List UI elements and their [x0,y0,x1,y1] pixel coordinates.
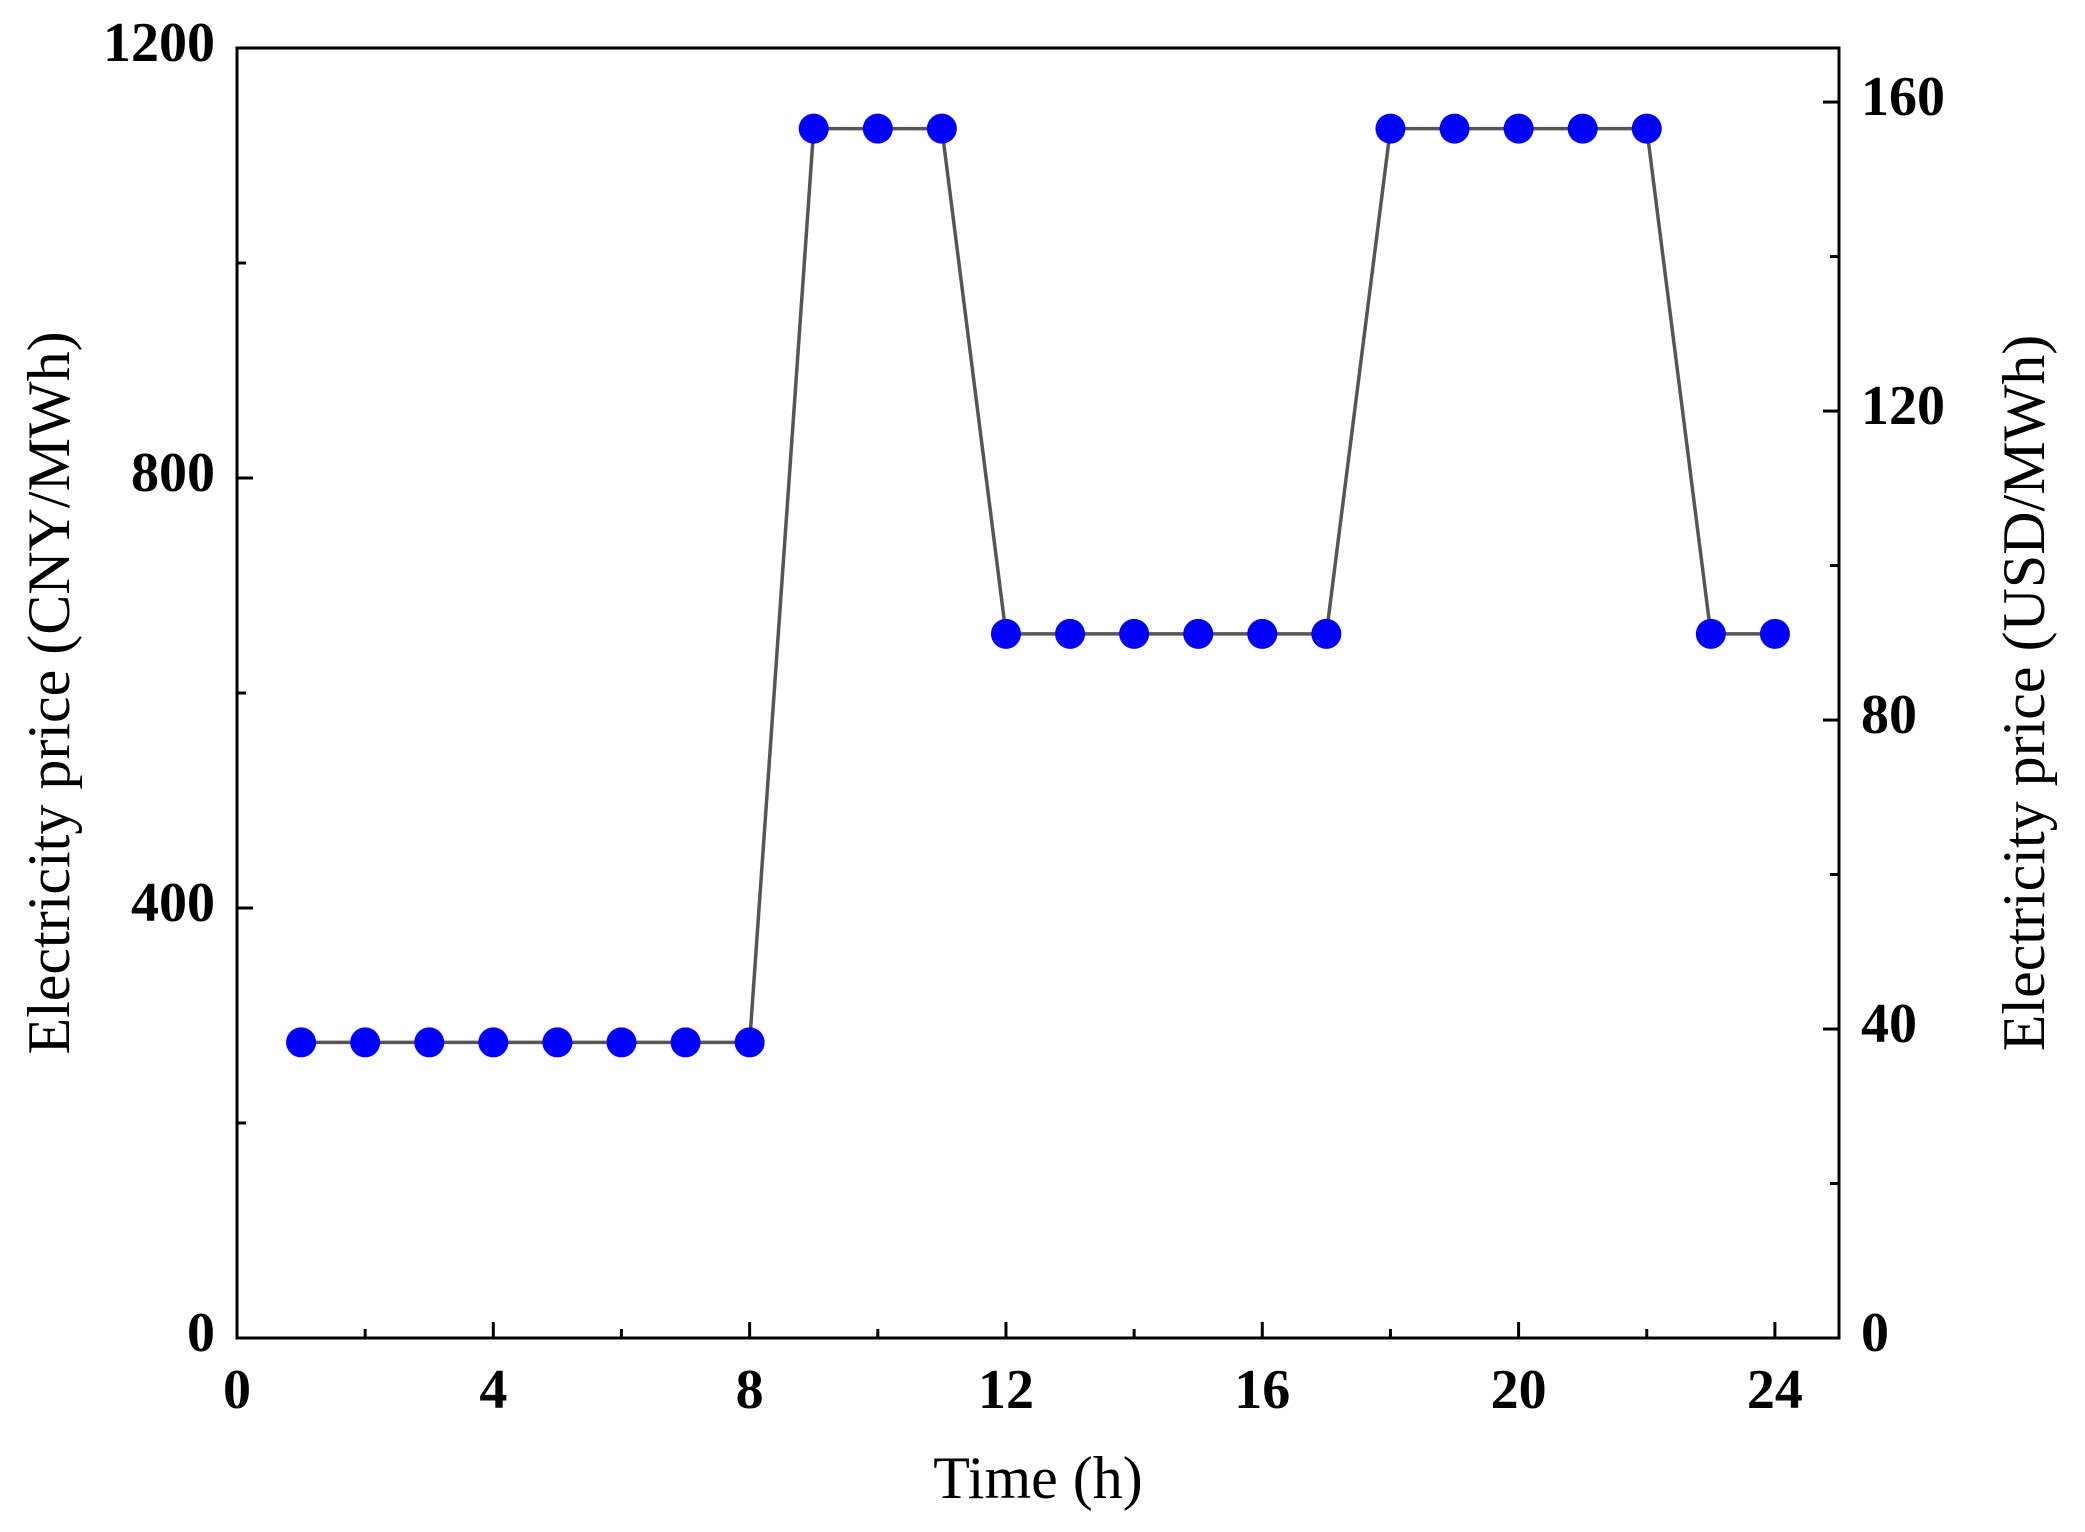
x-tick-label: 12 [978,1359,1034,1421]
data-point [542,1027,573,1058]
data-point [350,1027,381,1058]
data-point [734,1027,765,1058]
data-point [1375,113,1406,144]
x-axis-title: Time (h) [933,1445,1142,1511]
x-tick-label: 0 [223,1359,251,1421]
data-point [1695,618,1726,649]
data-point [862,113,893,144]
data-point [478,1027,509,1058]
y2-tick-label: 40 [1861,993,1917,1055]
data-point [414,1027,445,1058]
data-point [670,1027,701,1058]
y2-tick-label: 80 [1861,684,1917,746]
data-point [926,113,957,144]
x-tick-label: 8 [736,1359,764,1421]
data-point [1503,113,1534,144]
y2-axis-title: Electricity price (USD/MWh) [1991,335,2057,1051]
x-tick-label: 24 [1747,1359,1803,1421]
y-tick-label: 400 [131,872,215,934]
y2-tick-label: 120 [1861,375,1945,437]
x-tick-label: 16 [1234,1359,1290,1421]
data-point [990,618,1021,649]
data-point [1055,618,1086,649]
data-point [1567,113,1598,144]
data-point [1439,113,1470,144]
ticks-layer: 0 4 8 12 16 20 24 0 400 800 1200 0 40 80 120 160 [103,12,1945,1421]
x-tick-label: 4 [479,1359,507,1421]
data-point [798,113,829,144]
data-point [1247,618,1278,649]
y2-tick-label: 0 [1861,1302,1889,1364]
x-tick-label: 20 [1491,1359,1547,1421]
data-point [1119,618,1150,649]
y-tick-label: 800 [131,442,215,504]
y-tick-label: 0 [187,1302,215,1364]
y-tick-label: 1200 [103,12,215,74]
data-point [286,1027,317,1058]
data-point [606,1027,637,1058]
data-point [1311,618,1342,649]
y-axis-title: Electricity price (CNY/MWh) [16,331,82,1054]
data-point [1631,113,1662,144]
data-point [1759,618,1790,649]
data-point [1183,618,1214,649]
series-layer [286,113,1790,1058]
y2-tick-label: 160 [1861,66,1945,128]
